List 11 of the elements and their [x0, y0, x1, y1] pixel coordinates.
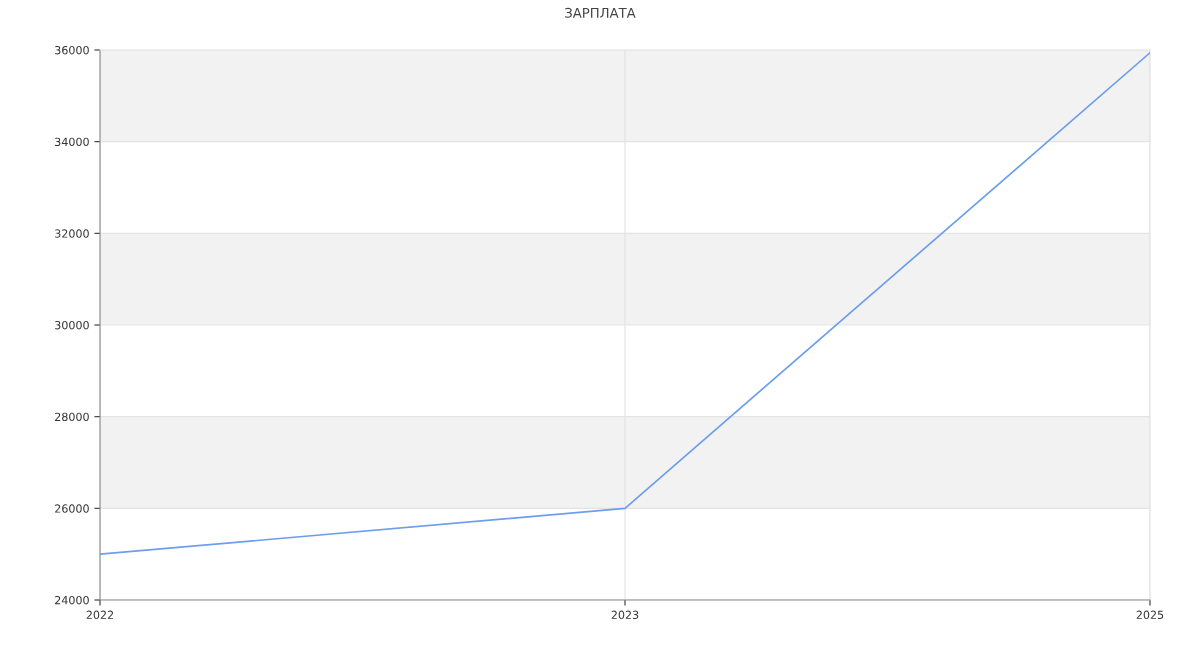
- y-tick-label: 30000: [55, 320, 89, 330]
- y-tick-label: 32000: [55, 229, 89, 238]
- y-tick-label: 28000: [55, 412, 89, 422]
- x-tick-label: 2025: [1136, 610, 1164, 620]
- x-tick-label: 2022: [86, 610, 114, 620]
- chart-title: ЗАРПЛАТА: [565, 7, 636, 18]
- y-tick-label: 24000: [55, 595, 89, 605]
- y-tick-label: 36000: [55, 45, 89, 55]
- y-tick-label: 34000: [55, 137, 89, 147]
- x-tick-label: 2023: [611, 610, 639, 620]
- y-tick-label: 26000: [55, 504, 89, 513]
